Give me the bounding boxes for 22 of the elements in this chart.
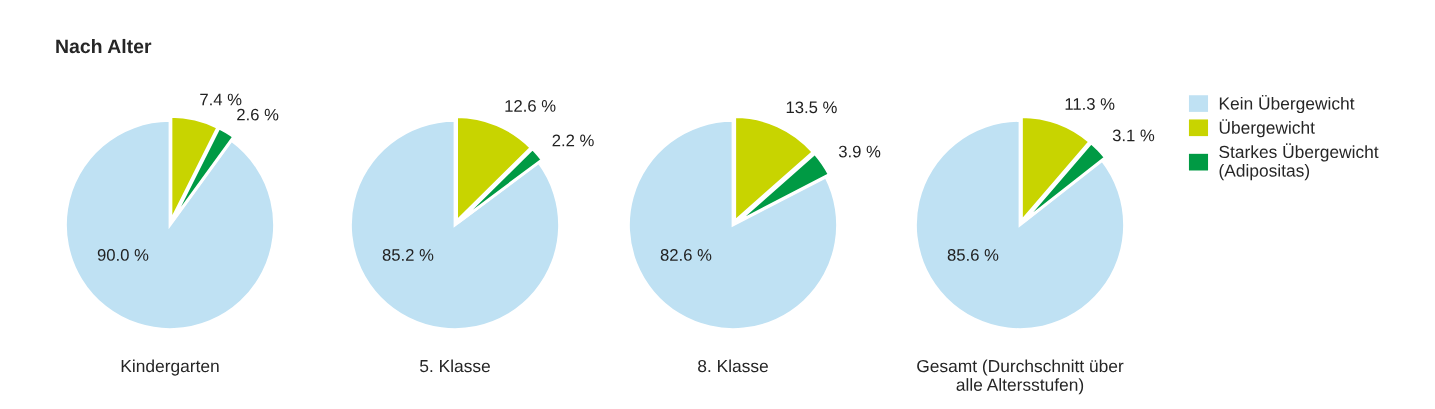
legend-label: Kein Übergewicht [1219, 94, 1355, 114]
text: Kindergarten [121, 359, 219, 376]
data-label: 90.0 % [97, 249, 149, 261]
data-label: 82.6 % [660, 249, 712, 261]
legend-label: Starkes Übergewicht (Adipositas) [1219, 143, 1379, 181]
text: Gesamt (Durchschnitt über alle Altersstufen) [917, 359, 1124, 395]
data-label: 12.6 % [505, 99, 556, 112]
data-label: 85.2 % [382, 249, 434, 261]
chart-title: Nach Alter [56, 38, 152, 54]
data-label: 13.5 % [786, 101, 837, 114]
pie-slice [627, 119, 839, 331]
data-label: 3.9 % [838, 145, 881, 158]
data-label: 85.6 % [947, 249, 999, 261]
text: 8. Klasse [698, 359, 768, 373]
data-label: 3.1 % [1112, 129, 1155, 142]
data-label: 11.3 % [1065, 98, 1115, 110]
legend-label: Übergewicht [1219, 119, 1315, 138]
text: 5. Klasse [419, 359, 490, 373]
data-label: 7.4 % [200, 93, 242, 106]
data-label: 2.2 % [552, 134, 594, 147]
pie-slice [64, 119, 276, 331]
data-label: 2.6 % [237, 108, 279, 121]
